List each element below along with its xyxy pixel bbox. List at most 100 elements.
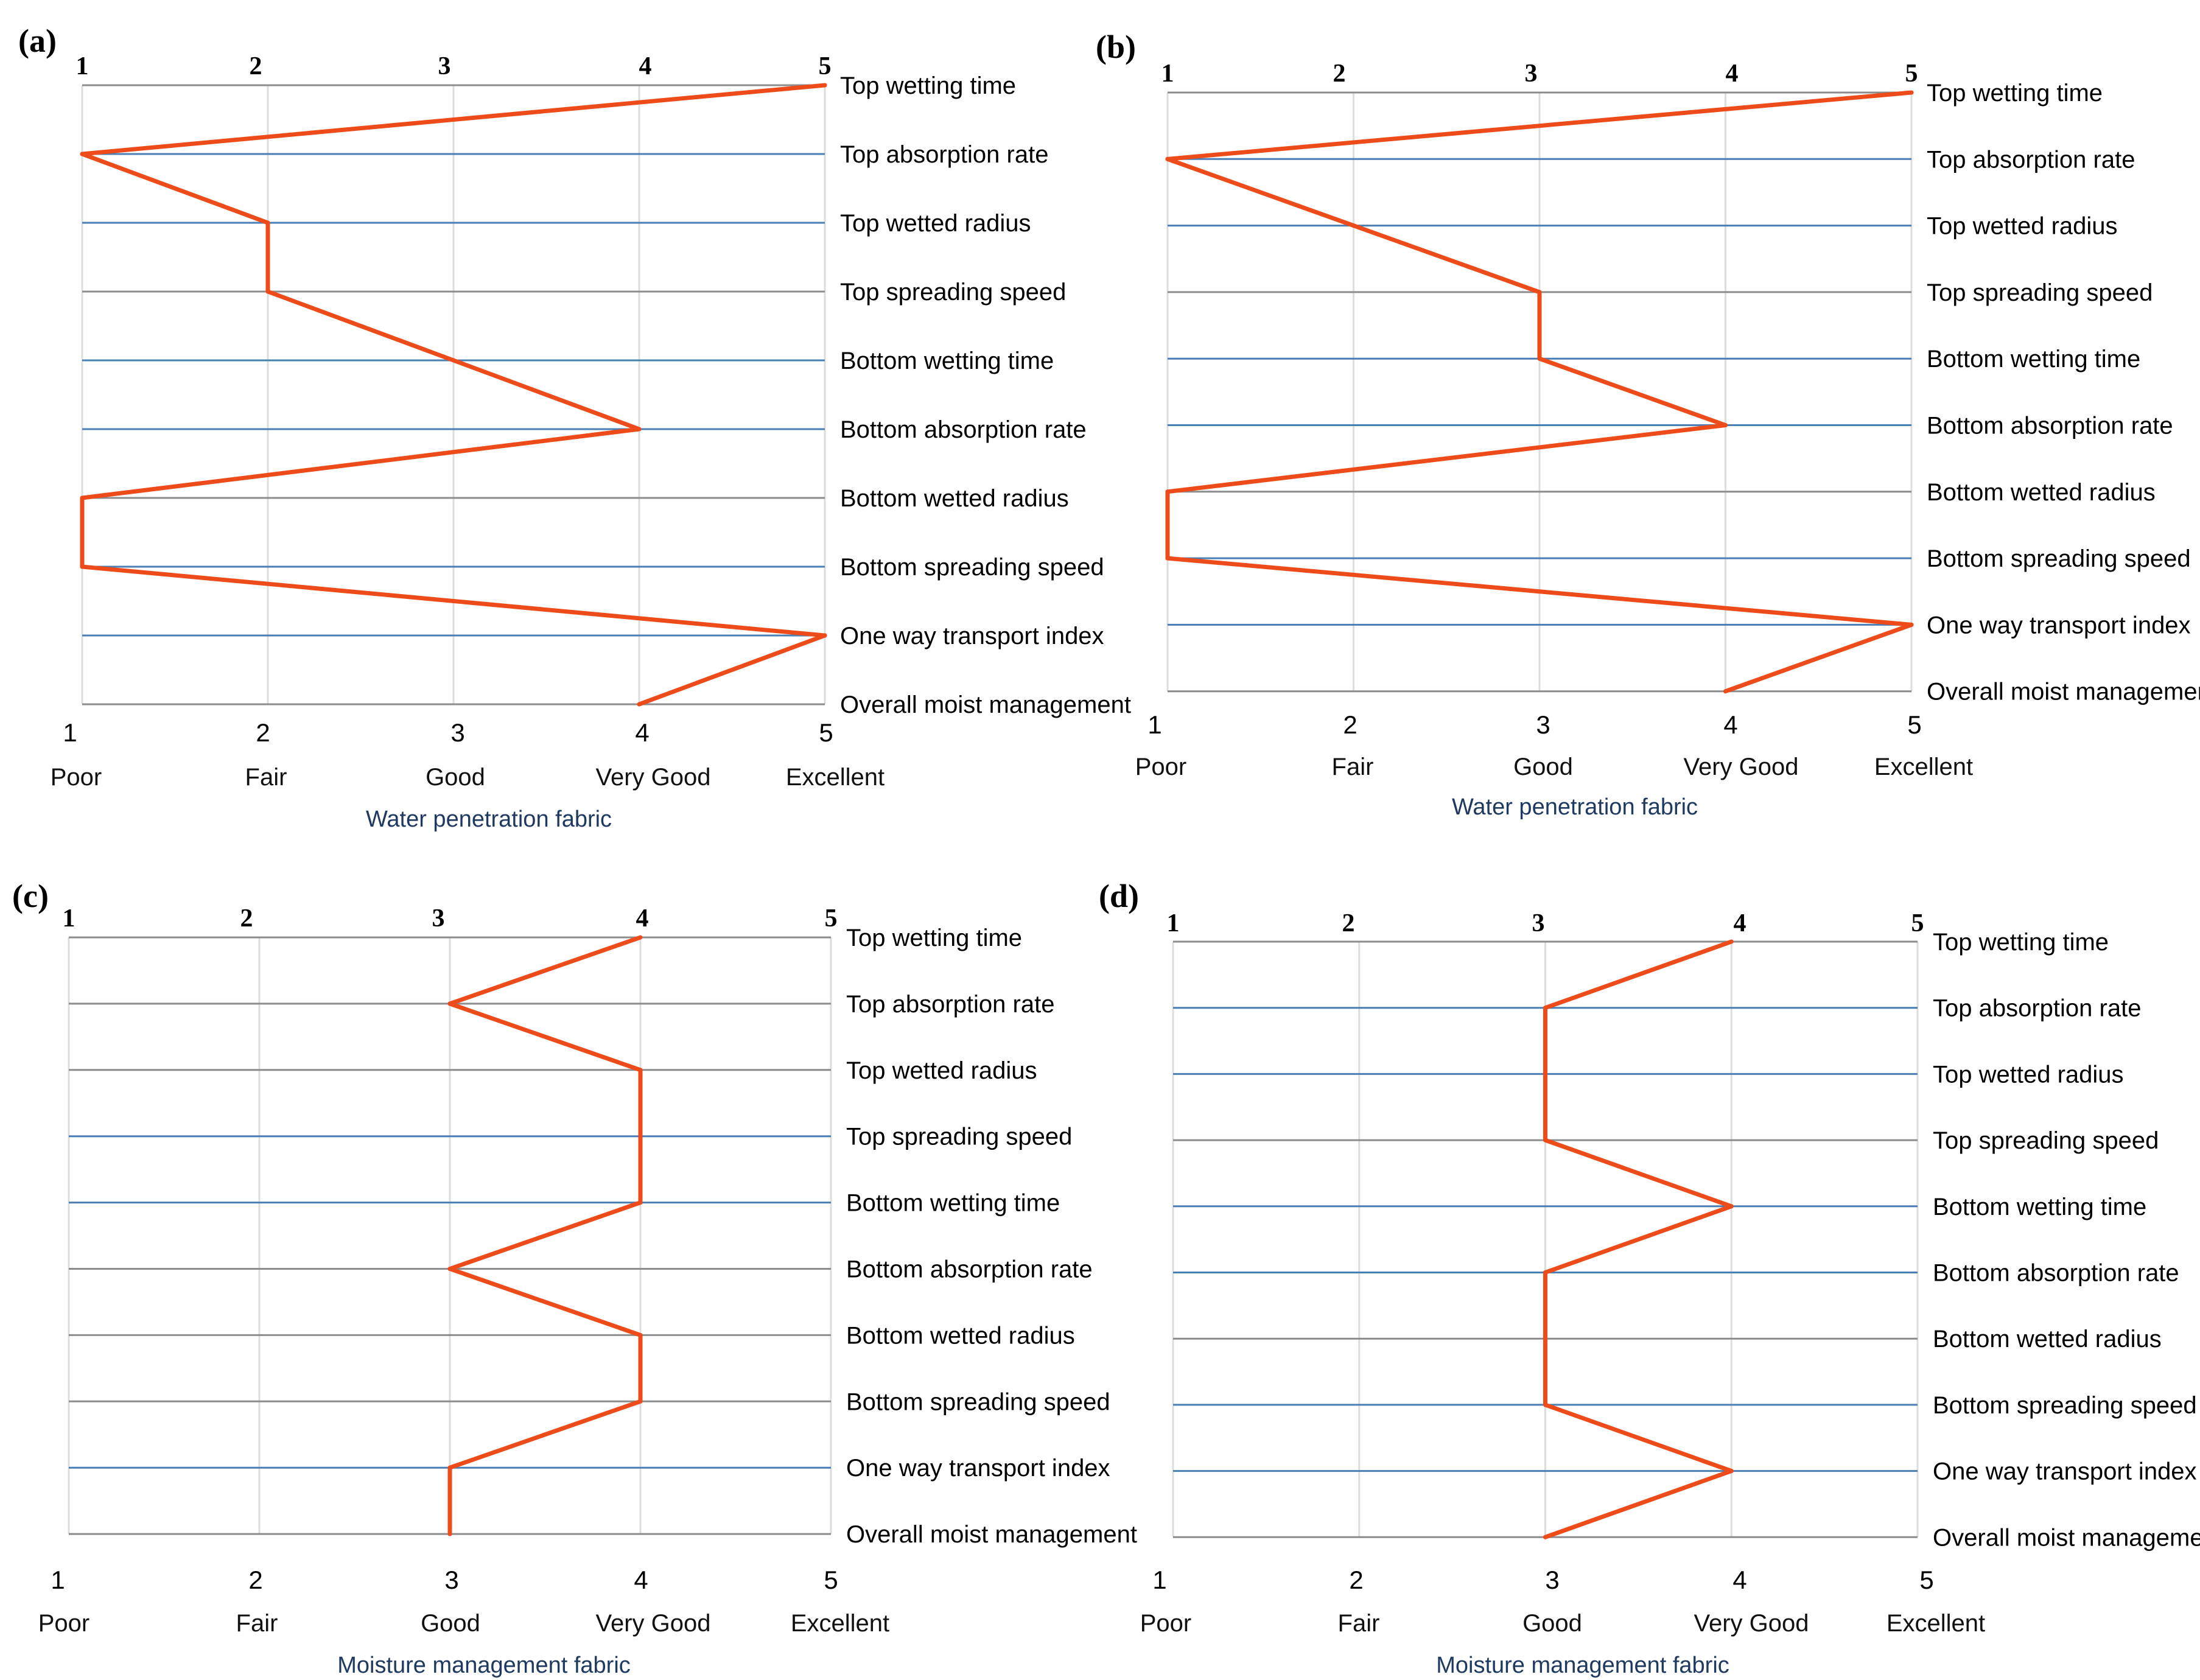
profile-point xyxy=(80,564,85,569)
bottom-tick-word: Very Good xyxy=(595,764,710,791)
bottom-tick-word: Good xyxy=(1513,754,1573,780)
profile-segment xyxy=(1543,1138,1734,1209)
metric-label: Top wetting time xyxy=(840,72,1016,99)
bottom-tick-word: Excellent xyxy=(1886,1610,1985,1637)
metric-label: Bottom absorption rate xyxy=(1927,413,2173,439)
profile-point xyxy=(80,152,85,156)
bottom-tick-number: 2 xyxy=(1349,1566,1363,1594)
profile-point xyxy=(1723,423,1728,427)
metric-label: Top wetted radius xyxy=(846,1057,1037,1084)
metric-label: Bottom wetted radius xyxy=(840,485,1069,512)
profile-point xyxy=(1543,1535,1547,1539)
bottom-tick-number: 1 xyxy=(1152,1566,1166,1594)
metric-label: Bottom absorption rate xyxy=(846,1256,1093,1283)
metric-label: Top absorption rate xyxy=(840,141,1048,168)
profile-segment xyxy=(80,83,827,156)
top-tick-label: 2 xyxy=(240,905,253,933)
metric-label: Top spreading speed xyxy=(846,1124,1072,1150)
profile-segment xyxy=(447,1399,643,1470)
profile-point xyxy=(638,1200,643,1205)
profile-point xyxy=(1543,1138,1547,1143)
bottom-tick-word: Very Good xyxy=(1694,1610,1809,1637)
fabric-caption: Water penetration fabric xyxy=(366,807,612,832)
bottom-tick-number: 4 xyxy=(635,718,649,747)
top-tick-label: 2 xyxy=(250,52,262,80)
profile-point xyxy=(265,289,270,294)
panel-label: (c) xyxy=(12,878,49,914)
profile-point xyxy=(1537,290,1542,295)
profile-segment xyxy=(1537,356,1728,427)
profile-point xyxy=(1729,1469,1734,1474)
metric-label: Top spreading speed xyxy=(840,279,1066,306)
profile-segment xyxy=(1723,622,1914,694)
profile-point xyxy=(451,358,456,363)
metric-label: Bottom spreading speed xyxy=(1933,1392,2197,1419)
bottom-tick-number: 5 xyxy=(1919,1566,1933,1594)
profile-segment xyxy=(447,935,643,1006)
top-tick-label: 3 xyxy=(1532,909,1545,937)
bottom-tick-word: Excellent xyxy=(786,764,885,791)
metric-label: Top spreading speed xyxy=(1933,1127,2159,1154)
profile-point xyxy=(80,495,85,500)
fabric-caption: Water penetration fabric xyxy=(1452,794,1698,820)
bottom-tick-word: Very Good xyxy=(595,1610,710,1637)
metric-label: Bottom wetting time xyxy=(846,1190,1060,1217)
profile-point xyxy=(1543,1071,1547,1076)
top-tick-label: 5 xyxy=(819,52,832,80)
metric-label: Bottom wetted radius xyxy=(1927,479,2156,506)
profile-point xyxy=(1543,1336,1547,1341)
metric-label: Top wetting time xyxy=(846,925,1022,951)
metric-label: Overall moist management xyxy=(840,691,1131,718)
profile-point xyxy=(637,427,642,432)
bottom-tick-word: Poor xyxy=(1140,1610,1192,1637)
metric-label: Top wetted radius xyxy=(1933,1061,2124,1088)
metric-label: Overall moist management xyxy=(1933,1524,2200,1551)
bottom-tick-number: 4 xyxy=(1732,1566,1746,1594)
metric-label: Bottom wetted radius xyxy=(1933,1326,2162,1353)
profile-segment xyxy=(265,289,456,363)
profile-point xyxy=(265,220,270,225)
bottom-tick-number: 4 xyxy=(1723,710,1737,739)
top-tick-label: 1 xyxy=(1161,60,1174,88)
bottom-tick-word: Good xyxy=(426,764,485,791)
metric-label: Bottom wetting time xyxy=(840,348,1054,374)
top-tick-label: 5 xyxy=(825,905,838,933)
top-tick-label: 4 xyxy=(1734,909,1746,937)
profile-point xyxy=(1729,1204,1734,1209)
metric-label: Top absorption rate xyxy=(1927,146,2135,173)
bottom-tick-number: 1 xyxy=(63,718,77,747)
bottom-tick-word: Poor xyxy=(51,764,102,791)
metric-label: Bottom wetted radius xyxy=(846,1322,1075,1349)
profile-segment xyxy=(1351,223,1542,295)
metric-label: Top absorption rate xyxy=(846,991,1054,1018)
metric-label: Overall moist management xyxy=(846,1521,1137,1548)
bottom-tick-number: 2 xyxy=(256,718,270,747)
profile-segment xyxy=(1165,556,1914,627)
bottom-tick-word: Fair xyxy=(1332,754,1374,780)
top-tick-label: 4 xyxy=(639,52,652,80)
profile-point xyxy=(447,1267,452,1271)
profile-point xyxy=(1543,1402,1547,1407)
bottom-tick-word: Good xyxy=(1522,1610,1582,1637)
profile-point xyxy=(638,1399,643,1404)
profile-segment xyxy=(637,633,827,707)
profile-point xyxy=(1165,489,1170,494)
profile-segment xyxy=(1543,939,1734,1010)
bottom-tick-word: Very Good xyxy=(1683,754,1798,780)
metric-label: Bottom wetting time xyxy=(1927,346,2140,373)
bottom-tick-number: 3 xyxy=(1545,1566,1559,1594)
profile-point xyxy=(447,1001,452,1006)
profile-point xyxy=(1537,356,1542,361)
profile-segment xyxy=(1165,90,1914,161)
profile-segment xyxy=(1543,1402,1734,1474)
top-tick-label: 5 xyxy=(1911,909,1924,937)
profile-point xyxy=(1165,556,1170,561)
profile-point xyxy=(1165,156,1170,161)
metric-label: Top wetted radius xyxy=(1927,213,2118,240)
bottom-tick-number: 3 xyxy=(444,1566,458,1594)
profile-point xyxy=(638,935,643,940)
top-tick-label: 3 xyxy=(1525,60,1538,88)
profile-segment xyxy=(447,1001,643,1073)
bottom-tick-number: 5 xyxy=(819,718,833,747)
